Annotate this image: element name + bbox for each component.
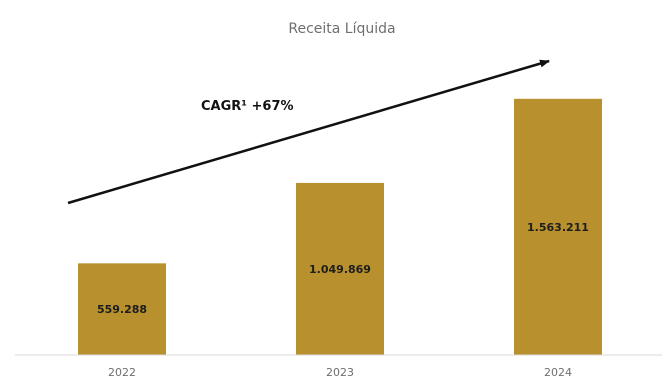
x-axis-ticks: 2022 2023 2024 xyxy=(108,366,572,379)
chart-title: Receita Líquida xyxy=(288,21,395,37)
bar-2022 xyxy=(78,263,166,355)
x-tick-label-2024: 2024 xyxy=(544,366,572,379)
x-tick-label-2023: 2023 xyxy=(326,366,354,379)
bar-2023 xyxy=(296,182,384,355)
bar-value-label-2022: 559.288 xyxy=(97,303,147,316)
bar-value-label-2024: 1.563.211 xyxy=(527,221,589,234)
bar-value-label-2023: 1.049.869 xyxy=(309,263,371,276)
x-tick-label-2022: 2022 xyxy=(108,366,136,379)
bar-2024 xyxy=(514,98,602,356)
trend-arrow xyxy=(67,59,550,205)
cagr-annotation: CAGR¹ +67% xyxy=(201,99,294,114)
bars-layer: 559.288 1.049.869 1.563.211 xyxy=(78,98,602,356)
